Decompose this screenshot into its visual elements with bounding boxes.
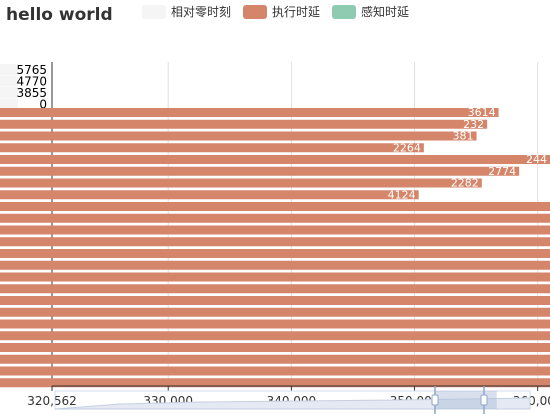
bar [0, 225, 550, 235]
bar [0, 307, 550, 317]
relative-zero-segment [0, 75, 18, 87]
category-label: 3855 [16, 86, 47, 100]
relative-zero-segment [0, 64, 18, 75]
bar [0, 343, 550, 352]
bar [0, 237, 550, 247]
bar [0, 143, 424, 153]
legend-label-execution-delay: 执行时延 [272, 5, 320, 19]
legend-label-perception-delay: 感知时延 [361, 4, 409, 19]
x-tick-label: 320,562 [27, 394, 77, 408]
legend[interactable]: 相对零时刻 执行时延 感知时延 [142, 4, 409, 19]
bar [0, 190, 419, 200]
bar [0, 378, 550, 388]
category-label: 0 [39, 98, 47, 112]
legend-swatch-relative-zero [142, 5, 166, 19]
bar [0, 213, 550, 223]
bar [0, 284, 550, 294]
bar-label: 3614 [468, 106, 496, 119]
bar-label: 2264 [393, 141, 421, 154]
bar [0, 108, 499, 117]
bar [0, 331, 550, 341]
bar [0, 319, 550, 329]
datazoom-preview [54, 397, 531, 410]
bar-label: 2774 [488, 165, 516, 178]
bar [0, 155, 550, 164]
datazoom-handle-right[interactable] [480, 386, 488, 414]
bar [0, 202, 550, 211]
legend-item-execution-delay[interactable]: 执行时延 [243, 5, 320, 19]
bar [0, 178, 482, 188]
bar-label: 244 [526, 153, 547, 166]
bar [0, 260, 550, 270]
legend-item-perception-delay[interactable]: 感知时延 [332, 4, 409, 19]
bar [0, 354, 550, 364]
datazoom-slider[interactable] [54, 386, 531, 414]
handle-right-grip [480, 394, 488, 406]
datazoom-handle-left[interactable] [431, 386, 439, 414]
category-label: 4770 [16, 75, 47, 89]
legend-swatch-perception-delay [332, 5, 356, 19]
relative-zero-segment [0, 87, 18, 98]
handle-left-grip [431, 394, 439, 406]
legend-item-relative-zero[interactable]: 相对零时刻 [142, 5, 231, 19]
relative-zero-segment [0, 98, 18, 110]
bar-label: 381 [453, 130, 474, 143]
legend-label-relative-zero: 相对零时刻 [171, 5, 231, 19]
bar [0, 119, 488, 129]
legend-swatch-execution-delay [243, 5, 267, 19]
bar-label: 2282 [451, 177, 479, 190]
bar [0, 296, 550, 305]
category-label: 5765 [16, 63, 47, 77]
bar [0, 166, 520, 176]
bar [0, 249, 550, 258]
bar [0, 366, 550, 376]
bar [0, 272, 550, 282]
bar [0, 131, 477, 141]
bar-label: 4124 [388, 188, 416, 201]
bar-label: 232 [463, 118, 484, 131]
chart-title: hello world [6, 5, 113, 25]
